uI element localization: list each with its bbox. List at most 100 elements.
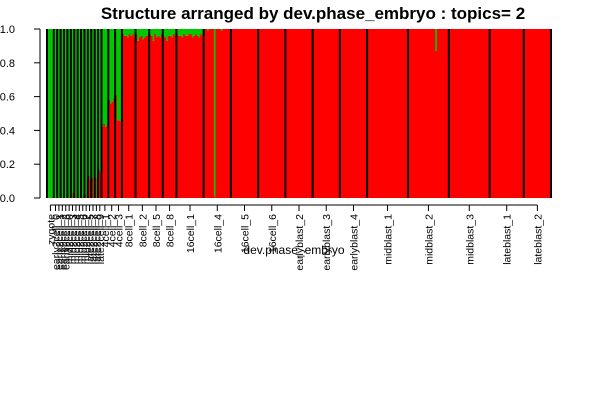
bar-topic1	[210, 29, 213, 198]
bar-topic1	[453, 29, 457, 198]
bar-topic1	[544, 29, 547, 198]
bar-topic1	[416, 29, 419, 198]
bar-topic1	[98, 169, 101, 198]
bar-topic2	[123, 29, 126, 36]
bar-topic2	[195, 29, 198, 35]
bar-topic2	[144, 29, 147, 38]
bar-topic1	[333, 29, 336, 198]
bar-topic1	[358, 29, 361, 198]
bar-topic2	[135, 29, 138, 35]
x-tick-label: late2cell_5	[85, 214, 97, 264]
bar-topic2	[125, 29, 128, 36]
bar-topic2	[104, 29, 107, 128]
bar-topic1	[379, 29, 382, 198]
bar-topic1	[435, 50, 438, 198]
bar-topic1	[317, 29, 320, 198]
bar-topic1	[217, 29, 220, 198]
bar-topic1	[247, 29, 251, 198]
bar-topic1	[154, 34, 157, 198]
bar-topic1	[198, 37, 201, 199]
y-axis: 0.0 0.2 0.4 0.6 0.8 1.0	[0, 24, 41, 205]
y-tick-label: 0.6	[0, 92, 15, 104]
bar-topic1	[508, 29, 511, 198]
bar-topic1	[373, 29, 377, 198]
bar-topic1	[513, 29, 516, 198]
bar-topic1	[418, 29, 421, 198]
bar-topic1	[111, 101, 114, 198]
bar-topic2	[176, 29, 179, 35]
bar-topic1	[457, 29, 460, 198]
bar-topic1	[314, 29, 317, 198]
bar-topic1	[116, 120, 119, 198]
bar-topic2	[191, 29, 194, 38]
bar-topic2	[127, 29, 130, 38]
x-tick-label: midblast_1	[383, 214, 395, 265]
bar-topic2	[108, 29, 111, 100]
bar-topic1	[493, 29, 496, 198]
y-tick-label: 1.0	[0, 24, 15, 36]
bar-topic1	[207, 30, 210, 198]
x-tick-label: early2cell_2	[57, 214, 69, 270]
bar-topic1	[297, 29, 300, 198]
bar-topic2	[110, 29, 113, 104]
bar-topic2	[84, 29, 87, 195]
bar-topic1	[528, 29, 531, 198]
bar-topic1	[355, 29, 358, 198]
bar-topic1	[181, 37, 184, 199]
bar-topic1	[452, 29, 455, 198]
bar-topic1	[327, 29, 331, 198]
bar-topic1	[484, 29, 487, 198]
bar-topic1	[215, 29, 218, 198]
bar-topic1	[125, 35, 128, 199]
bar-topic1	[397, 29, 400, 198]
bar-topic2	[190, 29, 193, 35]
bar-topic1	[263, 29, 266, 198]
bar-topic2	[166, 29, 169, 41]
bar-topic1	[193, 35, 196, 199]
x-tick-label: late2cell_7	[88, 214, 100, 264]
bar-topic1	[208, 29, 211, 198]
bar-topic1	[368, 29, 371, 198]
bar-topic1	[307, 29, 310, 198]
bar-topic1	[144, 37, 147, 199]
bar-topic1	[195, 34, 198, 198]
bar-topic1	[152, 40, 155, 198]
bar-topic2	[178, 29, 181, 36]
bar-topic1	[176, 34, 179, 198]
bar-topic1	[186, 35, 189, 199]
bar-topic1	[280, 29, 283, 198]
bar-topic2	[155, 29, 159, 38]
bar-topic1	[304, 29, 307, 198]
bar-topic1	[319, 29, 322, 198]
bar-topic2	[132, 29, 135, 35]
bar-topic1	[130, 35, 133, 199]
bar-topic1	[545, 29, 548, 198]
bar-topic1	[363, 29, 366, 198]
x-tick-label: mid2cell_3	[68, 214, 80, 264]
bar-topic1	[140, 35, 143, 199]
bar-topic1	[498, 29, 501, 198]
bar-topic1	[246, 29, 249, 198]
x-axis: zygoteearly2cell_0early2cell_1early2cell…	[45, 204, 544, 271]
bar-topic1	[433, 29, 436, 198]
bar-topic1	[121, 34, 125, 198]
bar-topic2	[57, 29, 60, 198]
bar-topic1	[259, 29, 262, 198]
bar-topic2	[173, 29, 176, 35]
bar-topic1	[302, 29, 305, 198]
bar-topic2	[121, 29, 125, 35]
bar-topic2	[47, 29, 50, 198]
x-tick-label: 4cell_2	[107, 214, 119, 247]
x-tick-label: 8cell_2	[137, 214, 149, 247]
bar-topic2	[171, 29, 174, 38]
bar-topic1	[542, 29, 545, 198]
bar-topic1	[506, 29, 509, 198]
bar-topic2	[128, 29, 131, 35]
bar-topic1	[377, 29, 380, 198]
x-tick-label: earlyblast_4	[348, 214, 360, 271]
bar-topic1	[402, 29, 405, 198]
bar-topic1	[436, 29, 440, 198]
bar-topic1	[455, 29, 458, 198]
bar-topic1	[362, 29, 365, 198]
